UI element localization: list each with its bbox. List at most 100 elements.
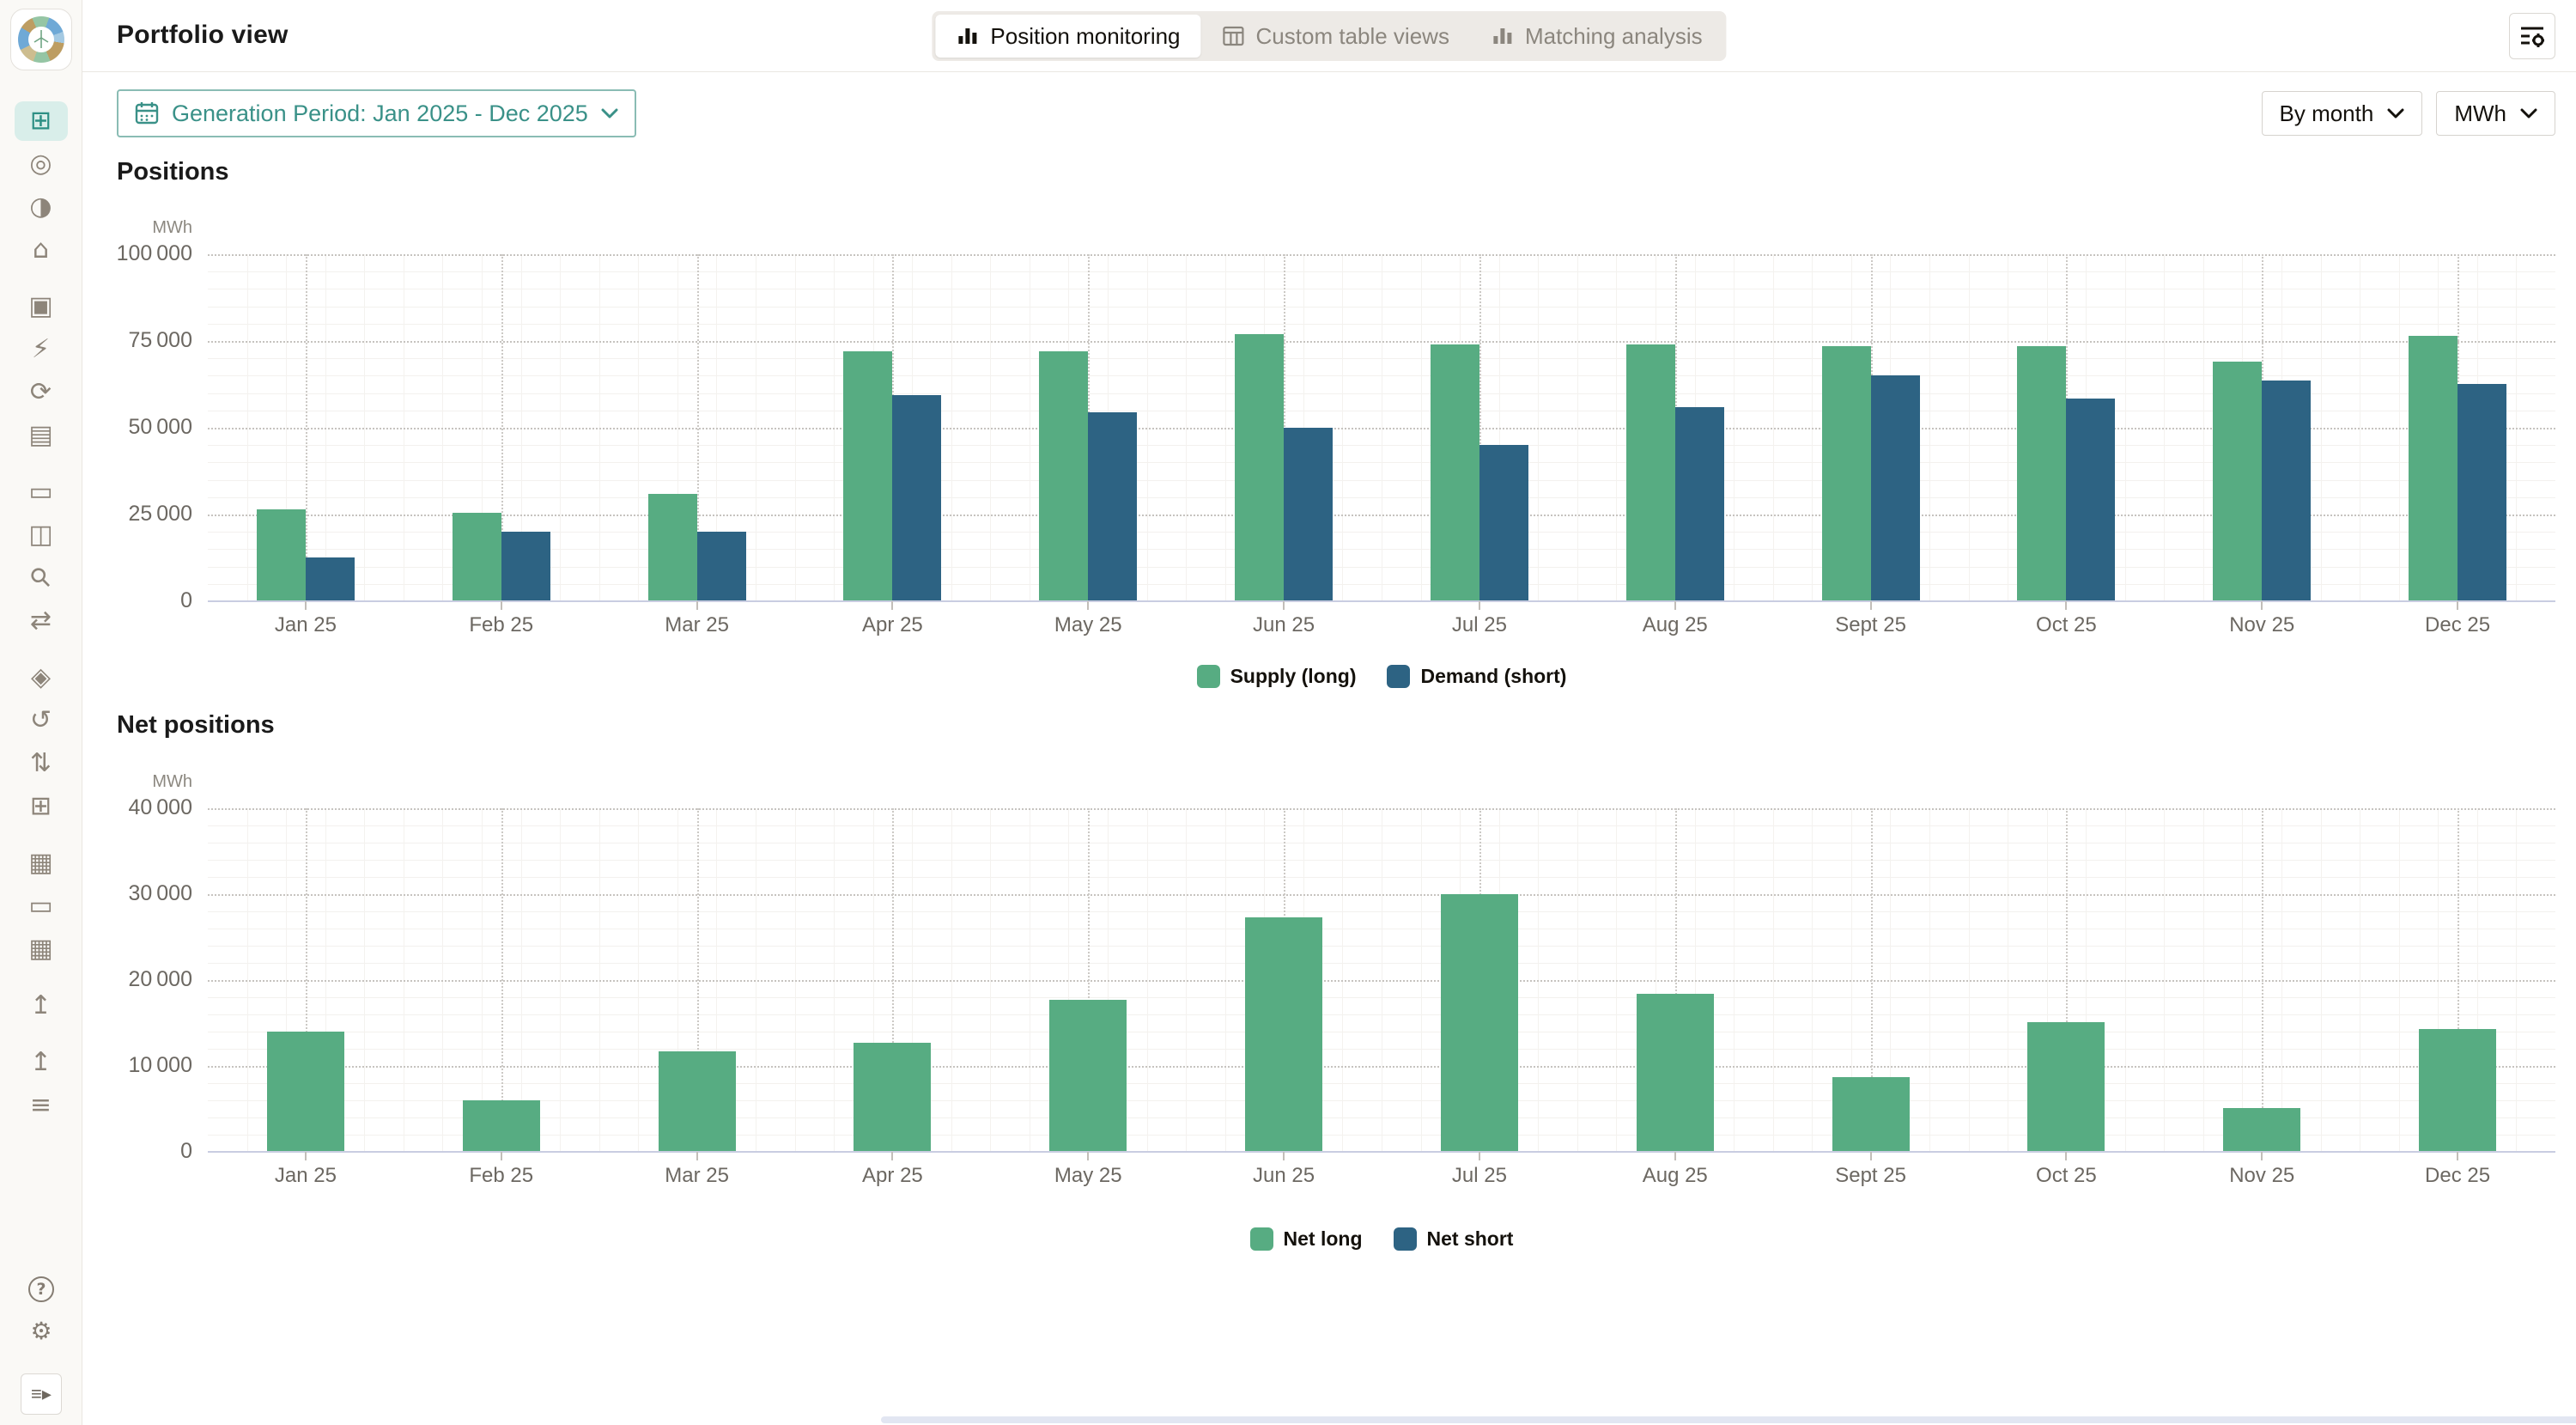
sidebar-item-history[interactable]: ↺ (15, 701, 68, 740)
bar-net-long-may-25[interactable] (1049, 1000, 1127, 1152)
sidebar-item-search[interactable]: ⚲ (15, 558, 68, 598)
bar-chart-icon (958, 28, 977, 44)
x-tick-label: Jul 25 (1451, 1164, 1507, 1187)
x-tick-mark (1087, 601, 1090, 610)
sidebar-item-refresh-trend[interactable]: ⟳ (15, 373, 68, 412)
legend-item-supply-long[interactable]: Supply (long) (1196, 665, 1357, 688)
bar-demand-short-jul-25[interactable] (1479, 445, 1528, 601)
net-positions-title: Net positions (117, 711, 275, 739)
x-axis-baseline (208, 1151, 2555, 1153)
bar-demand-short-jan-25[interactable] (305, 557, 355, 601)
bar-demand-short-mar-25[interactable] (696, 532, 746, 601)
bar-net-long-apr-25[interactable] (854, 1043, 932, 1152)
x-tick-mark (2065, 1152, 2068, 1160)
bar-net-long-mar-25[interactable] (658, 1051, 736, 1152)
sidebar-item-energy-bolt[interactable]: ⚡ (15, 330, 68, 369)
legend-item-net-long[interactable]: Net long (1249, 1227, 1363, 1251)
x-tick-label: Jun 25 (1253, 613, 1315, 636)
sidebar-item-file-chart[interactable]: ▦ (15, 843, 68, 883)
bar-supply-long-sept-25[interactable] (1821, 346, 1871, 601)
sliders-icon: ⇅ (29, 748, 52, 778)
sidebar-item-device-card[interactable]: ▣ (15, 287, 68, 326)
x-tick-mark (2065, 601, 2068, 610)
file-chart-icon: ▦ (28, 848, 53, 878)
bar-demand-short-jun-25[interactable] (1284, 428, 1334, 601)
bar-net-long-jan-25[interactable] (266, 1032, 344, 1152)
app-logo[interactable] (9, 9, 72, 70)
sidebar-item-contrast-droplet[interactable]: ◑ (15, 187, 68, 227)
legend-item-net-short[interactable]: Net short (1393, 1227, 1514, 1251)
help-button[interactable]: ? (17, 1269, 65, 1310)
bar-demand-short-dec-25[interactable] (2458, 384, 2507, 601)
bar-supply-long-dec-25[interactable] (2409, 336, 2458, 601)
x-tick-label: Dec 25 (2425, 1164, 2491, 1187)
generation-period-filter[interactable]: Generation Period: Jan 2025 - Dec 2025 (117, 89, 636, 137)
sidebar: ⊞ ◎ ◑ ⌂ ▣ ⚡ ⟳ ▤ ▭ ◫ ⚲ ⇄ ◈ ↺ ⇅ ⊞ ▦ ▭ ▦ ↥ ↥ ≡ ? ⚙ ≡▸ (0, 0, 82, 1425)
tab-custom-table-views[interactable]: Custom table views (1201, 15, 1470, 58)
filter-settings-button[interactable] (2509, 13, 2555, 59)
bar-supply-long-jun-25[interactable] (1235, 334, 1285, 601)
bar-demand-short-feb-25[interactable] (501, 532, 550, 601)
group-by-dropdown[interactable]: By month (2261, 91, 2423, 136)
x-tick-mark (1087, 1152, 1090, 1160)
bar-supply-long-oct-25[interactable] (2017, 346, 2067, 601)
bar-supply-long-jul-25[interactable] (1430, 344, 1479, 601)
bar-supply-long-jan-25[interactable] (256, 509, 306, 601)
bar-demand-short-sept-25[interactable] (1870, 375, 1920, 601)
table-icon (1223, 26, 1244, 46)
bar-demand-short-nov-25[interactable] (2262, 381, 2312, 601)
bar-demand-short-apr-25[interactable] (892, 395, 942, 601)
sidebar-item-upload[interactable]: ↥ (15, 986, 68, 1026)
tab-label: Matching analysis (1524, 22, 1703, 49)
sidebar-item-report-document[interactable]: ▤ (15, 416, 68, 455)
sidebar-item-transfer[interactable]: ⇄ (15, 601, 68, 641)
bar-net-long-nov-25[interactable] (2223, 1108, 2301, 1152)
bar-demand-short-oct-25[interactable] (2066, 399, 2116, 601)
x-tick-mark (304, 1152, 307, 1160)
sidebar-item-sliders[interactable]: ⇅ (15, 744, 68, 783)
collapse-sidebar-button[interactable]: ≡▸ (21, 1373, 62, 1415)
legend-label: Demand (short) (1420, 665, 1567, 687)
bar-net-long-dec-25[interactable] (2419, 1029, 2497, 1152)
sidebar-item-list-settings[interactable]: ≡ (15, 1086, 68, 1125)
legend-label: Net short (1426, 1227, 1514, 1250)
laptop-alt-icon: ▭ (28, 891, 53, 921)
sidebar-item-target[interactable]: ◎ (15, 144, 68, 184)
bar-supply-long-may-25[interactable] (1039, 351, 1089, 601)
sidebar-item-dashboard-alt[interactable]: ⊞ (15, 787, 68, 826)
bar-demand-short-aug-25[interactable] (1674, 407, 1724, 601)
y-tick-label: 0 (180, 588, 192, 612)
bar-net-long-oct-25[interactable] (2027, 1022, 2105, 1152)
settings-button[interactable]: ⚙ (17, 1310, 65, 1351)
bar-net-long-jul-25[interactable] (1440, 894, 1518, 1152)
legend-label: Supply (long) (1230, 665, 1357, 687)
bar-net-long-jun-25[interactable] (1245, 917, 1323, 1152)
x-tick-label: Apr 25 (862, 1164, 923, 1187)
x-tick-label: Jul 25 (1451, 613, 1507, 636)
x-axis-baseline (208, 600, 2555, 602)
unit-dropdown[interactable]: MWh (2436, 91, 2555, 136)
sidebar-item-building-chart[interactable]: ⌂ (15, 230, 68, 270)
bar-supply-long-mar-25[interactable] (647, 494, 697, 601)
x-tick-mark (500, 601, 502, 610)
bar-net-long-aug-25[interactable] (1636, 994, 1714, 1152)
bar-supply-long-aug-25[interactable] (1625, 344, 1675, 601)
bar-demand-short-may-25[interactable] (1088, 412, 1138, 601)
horizontal-scrollbar[interactable] (881, 1416, 2576, 1423)
sidebar-item-file-chart-alt[interactable]: ▦ (15, 929, 68, 969)
bar-supply-long-apr-25[interactable] (843, 351, 893, 601)
sidebar-item-upload-alt[interactable]: ↥ (15, 1043, 68, 1082)
tab-matching-analysis[interactable]: Matching analysis (1470, 15, 1723, 58)
sidebar-item-dashboard[interactable]: ⊞ (14, 101, 68, 141)
tab-position-monitoring[interactable]: Position monitoring (935, 15, 1201, 58)
transfer-icon: ⇄ (29, 606, 52, 636)
sidebar-item-laptop-alt[interactable]: ▭ (15, 886, 68, 926)
bar-net-long-sept-25[interactable] (1832, 1077, 1910, 1152)
legend-item-demand-short[interactable]: Demand (short) (1387, 665, 1566, 688)
bar-net-long-feb-25[interactable] (462, 1100, 540, 1152)
bar-supply-long-nov-25[interactable] (2213, 362, 2263, 601)
sidebar-item-contact-card[interactable]: ◫ (15, 515, 68, 555)
bar-supply-long-feb-25[interactable] (452, 513, 501, 601)
sidebar-item-laptop[interactable]: ▭ (15, 472, 68, 512)
sidebar-item-layers[interactable]: ◈ (15, 658, 68, 697)
